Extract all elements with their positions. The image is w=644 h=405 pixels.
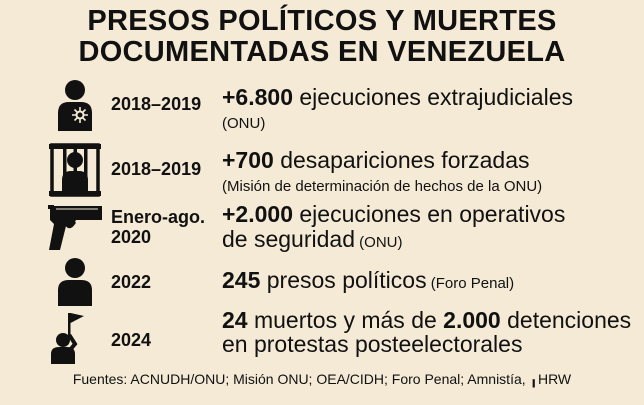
stat-figure: +6.800 <box>222 84 293 110</box>
stat-text: 24 muertos y más de 2.000 detenciones <box>222 308 632 333</box>
stat-figure: +2.000 <box>222 201 293 227</box>
stat-figure: 24 <box>222 307 248 333</box>
stat-text-line-2: en protestas posteelectorales <box>222 331 523 357</box>
stat-source: (ONU) <box>355 234 403 251</box>
stat-description: ejecuciones en operativos <box>293 201 566 227</box>
year-label: 2018–2019 <box>111 159 202 179</box>
stat-text: +6.800 ejecuciones extrajudiciales <box>222 85 632 110</box>
sources-footnote: Fuentes: ACNUDH/ONU; Misión ONU; OEA/CID… <box>72 371 572 387</box>
stat-row-political-prisoners: 2022 245 presos políticos (Foro Penal) <box>0 256 644 316</box>
stat-figure-secondary: 2.000 <box>443 307 501 333</box>
stat-row-forced-disappearances: 2018–2019 +700 desapariciones forzadas (… <box>0 140 644 200</box>
year-label: Enero-ago. 2020 <box>111 207 221 247</box>
stat-row-extrajudicial-executions: 2018–2019 +6.800 ejecuciones extrajudici… <box>0 75 644 135</box>
prisoner-behind-bars-icon <box>46 142 104 198</box>
year-line-1: Enero-ago. <box>111 207 206 227</box>
stat-text-line-2: de seguridad (ONU) <box>222 227 632 255</box>
protester-with-flag-icon <box>46 310 104 366</box>
title-line-2: DOCUMENTADAS EN VENEZUELA <box>78 36 566 68</box>
stat-description: desapariciones forzadas <box>273 147 530 173</box>
stat-text: +2.000 ejecuciones en operativos <box>222 202 632 227</box>
year-label: 2022 <box>111 272 152 292</box>
stat-figure: +700 <box>222 147 274 173</box>
stat-description: presos políticos <box>260 267 427 293</box>
pistol-icon <box>46 200 104 256</box>
stat-source: (ONU) <box>222 115 266 132</box>
stat-row-security-operations: Enero-ago. 2020 +2.000 ejecuciones en op… <box>0 200 644 260</box>
stat-source: (Foro Penal) <box>426 275 515 292</box>
stat-row-protests: 2024 24 muertos y más de 2.000 detencion… <box>0 308 644 368</box>
person-icon <box>46 256 104 312</box>
stat-description: ejecuciones extrajudiciales <box>293 84 573 110</box>
stat-text: +700 desapariciones forzadas <box>222 148 632 173</box>
title-line-1: PRESOS POLÍTICOS Y MUERTES <box>87 5 557 37</box>
page-title: PRESOS POLÍTICOS Y MUERTES DOCUMENTADAS … <box>0 6 644 68</box>
year-line-2: 2020 <box>111 227 152 247</box>
stat-description: muertos y más de <box>247 307 444 333</box>
year-label: 2024 <box>111 330 152 350</box>
stat-description-continued: de seguridad <box>222 226 355 252</box>
stat-description-tail: detenciones <box>500 307 632 333</box>
person-with-wound-icon <box>46 77 104 133</box>
stat-source: (Misión de determinación de hechos de la… <box>222 178 543 195</box>
stat-figure: 245 <box>222 267 261 293</box>
stat-text: 245 presos políticos (Foro Penal) <box>222 268 632 296</box>
year-label: 2018–2019 <box>111 94 202 114</box>
